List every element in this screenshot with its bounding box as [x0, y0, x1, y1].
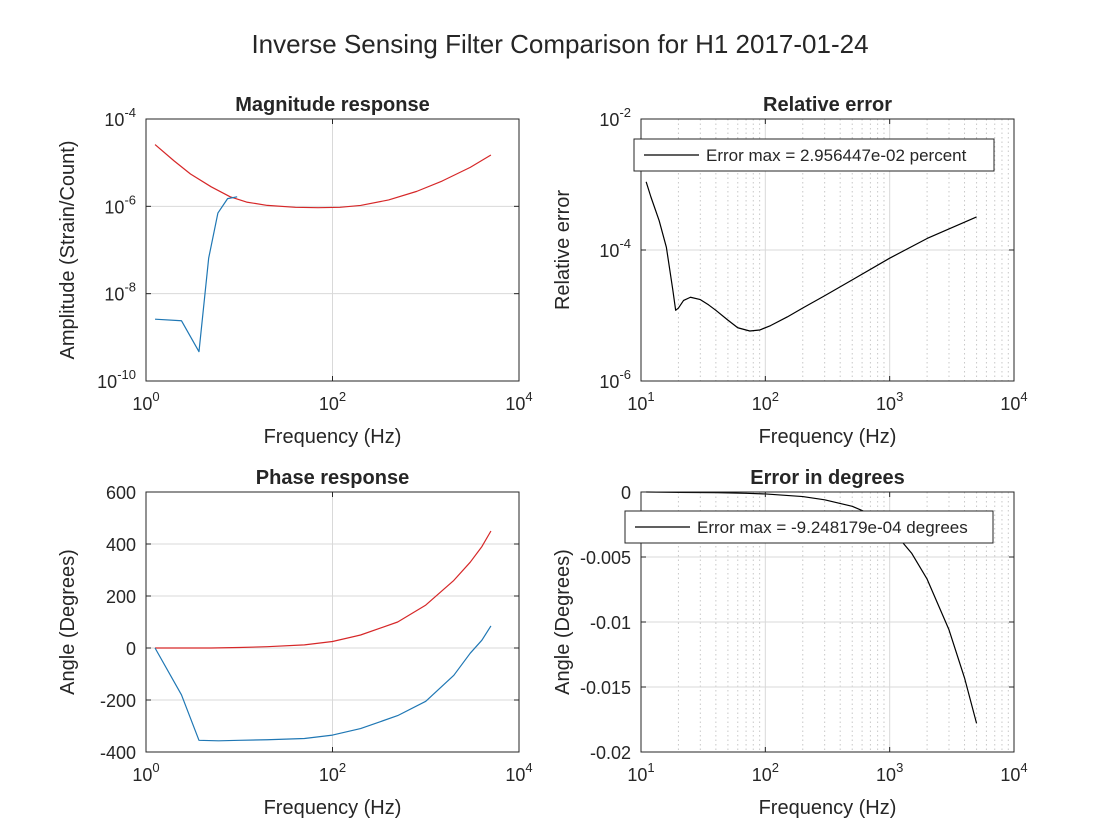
x-tick-label: 102: [752, 760, 779, 785]
x-tick-label: 103: [876, 389, 903, 414]
subplot-error-degrees: 101 102 103 104 -0.02 -0.015 -0.01 -0.005 0 Error…: [552, 467, 1028, 819]
series-line-blue: [154, 625, 492, 742]
y-tick-label: -0.02: [590, 743, 631, 763]
y-tick-label: 0: [621, 483, 631, 503]
series-line-red: [155, 530, 492, 649]
x-axis-label: Frequency (Hz): [759, 797, 897, 819]
subplot-title: Phase response: [256, 467, 409, 489]
y-tick-label: -400: [100, 743, 136, 763]
legend-box: [633, 138, 995, 172]
x-axis-label: Frequency (Hz): [264, 797, 402, 819]
x-tick-label: 102: [319, 760, 346, 785]
x-tick-label: 101: [627, 760, 654, 785]
subplot-title: Magnitude response: [235, 94, 429, 116]
series-line-red: [154, 144, 492, 209]
y-tick-label: 0: [126, 639, 136, 659]
x-tick-label: 101: [627, 389, 654, 414]
series-line-black: [646, 491, 978, 724]
legend: Error max = -9.248179e-04 degrees: [624, 510, 994, 544]
subplot-title: Relative error: [763, 94, 892, 116]
y-tick-label: 10-2: [599, 105, 631, 130]
y-tick-label: 10-6: [599, 367, 631, 392]
y-tick-label: -0.015: [580, 678, 631, 698]
subplot-relative-error: 101 102 103 104 10-6 10-4 10-2 Relative error Fr…: [552, 94, 1028, 448]
y-axis-label: Relative error: [552, 190, 574, 310]
y-tick-label: -200: [100, 691, 136, 711]
subplot-title: Error in degrees: [750, 467, 905, 489]
y-tick-label: 10-10: [97, 367, 136, 392]
y-tick-label: -0.01: [590, 613, 631, 633]
x-tick-label: 104: [505, 389, 532, 414]
x-tick-label: 104: [505, 760, 532, 785]
x-axis-label: Frequency (Hz): [759, 426, 897, 448]
x-tick-label: 104: [1000, 760, 1027, 785]
legend-entry: Error max = 2.956447e-02 percent: [706, 146, 967, 165]
series-line-blue: [155, 196, 238, 353]
y-tick-label: 10-4: [104, 105, 136, 130]
subplot-phase: 100 102 104 -400 -200 0 200 400 600 Phase respons…: [57, 467, 533, 819]
x-tick-label: 104: [1000, 389, 1027, 414]
subplot-magnitude: 100 102 104 10-10 10-8 10-6 10-4 Magnitude resp…: [57, 94, 533, 448]
legend: Error max = 2.956447e-02 percent: [633, 138, 995, 172]
y-tick-label: 200: [106, 587, 136, 607]
y-tick-label: 10-4: [599, 236, 631, 261]
y-axis-label: Angle (Degrees): [57, 549, 79, 695]
subplot-grid: 100 102 104 10-10 10-8 10-6 10-4 Magnitude resp…: [57, 94, 1028, 819]
figure-title: Inverse Sensing Filter Comparison for H1…: [251, 29, 868, 59]
y-tick-label: -0.005: [580, 548, 631, 568]
x-tick-label: 102: [319, 389, 346, 414]
y-tick-label: 10-8: [104, 280, 136, 305]
legend-entry: Error max = -9.248179e-04 degrees: [697, 518, 968, 537]
x-axis-label: Frequency (Hz): [264, 426, 402, 448]
x-tick-label: 103: [876, 760, 903, 785]
y-tick-label: 400: [106, 535, 136, 555]
x-tick-label: 102: [752, 389, 779, 414]
y-tick-label: 600: [106, 483, 136, 503]
y-tick-label: 10-6: [104, 192, 136, 217]
x-tick-label: 100: [132, 389, 159, 414]
x-tick-label: 100: [132, 760, 159, 785]
y-axis-label: Amplitude (Strain/Count): [57, 141, 79, 360]
series-line-black: [645, 181, 977, 332]
y-axis-label: Angle (Degrees): [552, 549, 574, 695]
